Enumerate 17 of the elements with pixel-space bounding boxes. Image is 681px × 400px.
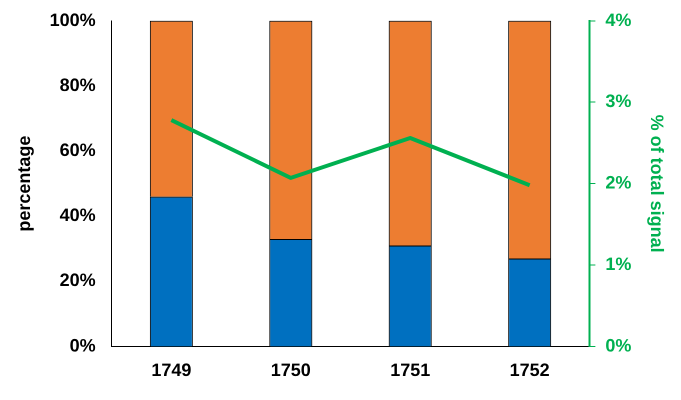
y-axis-title: percentage	[14, 136, 34, 232]
x-tick-label: 1751	[390, 360, 430, 380]
y-tick-label: 60%	[60, 140, 96, 160]
y2-tick-label: 2%	[605, 172, 632, 193]
y2-tick-label: 4%	[605, 10, 632, 30]
y2-axis-title: % of total signal	[647, 114, 668, 253]
y-tick-label: 20%	[60, 270, 96, 290]
y-tick-label: 80%	[60, 74, 96, 95]
x-tick-label: 1749	[151, 360, 192, 380]
y-tick-label: 40%	[60, 205, 96, 226]
x-tick-label: 1752	[510, 360, 550, 380]
y2-tick-label: 3%	[605, 91, 632, 112]
y-tick-label: 100%	[50, 10, 96, 30]
y2-tick-label: 1%	[605, 254, 632, 274]
x-tick-label: 1750	[270, 360, 311, 380]
y-tick-label: 0%	[70, 335, 96, 356]
y2-tick-label: 0%	[605, 335, 632, 356]
